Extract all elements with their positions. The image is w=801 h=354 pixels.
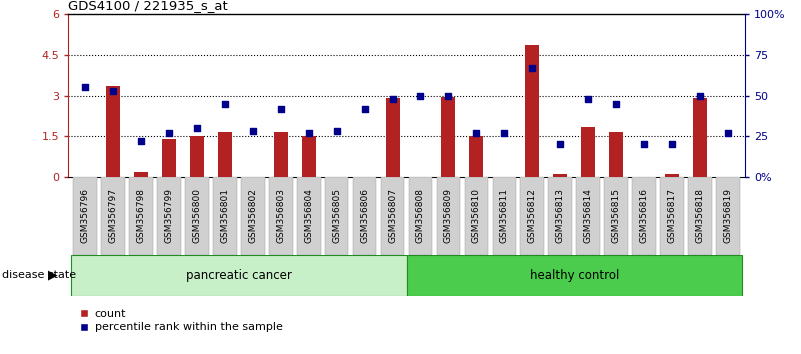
Point (135, 138, 147, 144)
Bar (660, 177, 684, 255)
Bar (582, 127, 595, 177)
Bar (465, 177, 489, 255)
Point (610, 101, 622, 107)
Text: GSM356814: GSM356814 (584, 188, 593, 244)
Text: GSM356798: GSM356798 (136, 188, 145, 244)
Bar (185, 177, 208, 255)
Bar (610, 132, 623, 177)
Text: GSM356812: GSM356812 (528, 188, 537, 244)
Text: GSM356808: GSM356808 (416, 188, 425, 244)
Text: GSM356815: GSM356815 (612, 188, 621, 244)
Bar (134, 172, 148, 177)
Point (638, 142, 650, 147)
Point (78, 85, 91, 90)
Point (246, 129, 259, 134)
Bar (441, 97, 456, 177)
Bar (352, 177, 376, 255)
Text: GSM356811: GSM356811 (500, 188, 509, 244)
Bar (296, 177, 320, 255)
Bar (665, 174, 679, 177)
Text: GSM356810: GSM356810 (472, 188, 481, 244)
Text: GSM356818: GSM356818 (696, 188, 705, 244)
Text: GSM356817: GSM356817 (668, 188, 677, 244)
Bar (213, 177, 236, 255)
Bar (385, 98, 400, 177)
Bar (525, 45, 539, 177)
Bar (632, 177, 656, 255)
Point (526, 65, 539, 71)
Text: pancreatic cancer: pancreatic cancer (186, 269, 292, 282)
Text: GSM356819: GSM356819 (723, 188, 733, 244)
Bar (577, 177, 600, 255)
Bar (716, 177, 740, 255)
Bar (521, 177, 544, 255)
Point (358, 106, 371, 112)
Text: GSM356800: GSM356800 (192, 188, 201, 244)
Bar (688, 177, 712, 255)
Text: GSM356805: GSM356805 (332, 188, 341, 244)
Bar (549, 177, 572, 255)
Point (694, 93, 706, 98)
Bar (406, 255, 743, 296)
Text: ▶: ▶ (48, 269, 58, 282)
Bar (274, 132, 288, 177)
Bar (437, 177, 461, 255)
Bar (493, 177, 517, 255)
Bar (241, 177, 264, 255)
Point (554, 142, 567, 147)
Point (498, 130, 511, 136)
Point (442, 93, 455, 98)
Point (107, 88, 119, 93)
Point (163, 130, 175, 136)
Point (274, 106, 287, 112)
Point (470, 130, 483, 136)
Text: GSM356816: GSM356816 (640, 188, 649, 244)
Bar (157, 177, 181, 255)
Bar (324, 177, 348, 255)
Text: disease state: disease state (2, 270, 76, 280)
Point (414, 93, 427, 98)
Point (666, 142, 678, 147)
Point (722, 130, 735, 136)
Legend: count, percentile rank within the sample: count, percentile rank within the sample (74, 305, 287, 337)
Point (302, 130, 315, 136)
Text: GSM356804: GSM356804 (304, 188, 313, 244)
Bar (106, 86, 120, 177)
Point (219, 101, 231, 107)
Bar (70, 255, 406, 296)
Bar (269, 177, 292, 255)
Bar (553, 174, 567, 177)
Bar (162, 139, 175, 177)
Text: GSM356797: GSM356797 (108, 188, 117, 244)
Bar (101, 177, 125, 255)
Bar (190, 136, 203, 177)
Point (191, 125, 203, 131)
Text: healthy control: healthy control (529, 269, 619, 282)
Bar (409, 177, 433, 255)
Bar (693, 98, 707, 177)
Point (582, 96, 594, 102)
Text: GSM356807: GSM356807 (388, 188, 397, 244)
Bar (605, 177, 628, 255)
Bar (302, 136, 316, 177)
Text: GSM356801: GSM356801 (220, 188, 229, 244)
Point (386, 96, 399, 102)
Bar (380, 177, 405, 255)
Bar (218, 132, 231, 177)
Text: GSM356799: GSM356799 (164, 188, 173, 244)
Bar (129, 177, 153, 255)
Text: GSM356813: GSM356813 (556, 188, 565, 244)
Text: GSM356802: GSM356802 (248, 188, 257, 244)
Text: GDS4100 / 221935_s_at: GDS4100 / 221935_s_at (68, 0, 227, 12)
Text: GSM356796: GSM356796 (80, 188, 90, 244)
Text: GSM356806: GSM356806 (360, 188, 369, 244)
Text: GSM356803: GSM356803 (276, 188, 285, 244)
Bar (469, 136, 484, 177)
Point (330, 129, 343, 134)
Text: GSM356809: GSM356809 (444, 188, 453, 244)
Bar (73, 177, 97, 255)
